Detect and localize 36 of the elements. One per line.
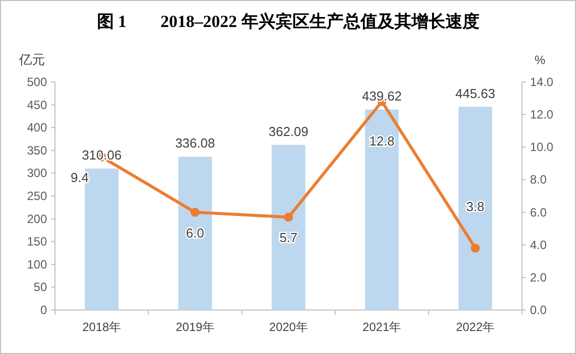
y2-tick-label: 12.0 bbox=[530, 108, 554, 122]
data-label: 12.8 bbox=[369, 134, 395, 149]
y-tick-label: 50 bbox=[34, 280, 48, 294]
x-tick-label: 2018年 bbox=[82, 320, 122, 334]
y-tick-label: 0 bbox=[40, 303, 48, 317]
data-label: 362.09 bbox=[268, 124, 308, 139]
y2-tick-label: 8.0 bbox=[530, 172, 548, 187]
data-label: 5.7 bbox=[279, 230, 298, 246]
y-tick-label: 500 bbox=[26, 75, 48, 89]
data-label: 3.8 bbox=[466, 199, 484, 214]
x-tick-label: 2022年 bbox=[456, 320, 495, 334]
data-label: 445.63 bbox=[455, 86, 496, 101]
y2-tick-label: 14.0 bbox=[530, 75, 554, 89]
data-label: 439.62 bbox=[362, 88, 402, 104]
chart-title: 图 1 2018–2022 年兴宾区生产总值及其增长速度 bbox=[96, 12, 480, 31]
data-label: 6.0 bbox=[186, 225, 204, 240]
y-tick-label: 450 bbox=[26, 98, 48, 112]
x-tick-label: 2021年 bbox=[362, 320, 402, 334]
y-tick-label: 100 bbox=[26, 257, 48, 272]
y2-tick-label: 2.0 bbox=[530, 270, 548, 284]
y-tick-label: 400 bbox=[26, 120, 48, 135]
y2-tick-label: 6.0 bbox=[530, 205, 548, 220]
y-tick-label: 250 bbox=[26, 189, 48, 203]
y-tick-label: 150 bbox=[26, 234, 48, 249]
x-tick-label: 2020年 bbox=[269, 320, 308, 334]
y2-tick-label: 4.0 bbox=[530, 238, 548, 252]
y2-axis-title: % bbox=[534, 53, 546, 67]
data-label: 336.08 bbox=[175, 136, 215, 151]
y2-tick-label: 0.0 bbox=[530, 303, 548, 317]
y-tick-label: 350 bbox=[26, 143, 48, 158]
y2-tick-label: 10.0 bbox=[530, 140, 554, 154]
x-tick-label: 2019年 bbox=[176, 320, 214, 334]
y-tick-label: 200 bbox=[26, 212, 48, 226]
y-axis-title: 亿元 bbox=[18, 52, 45, 67]
y-tick-label: 300 bbox=[26, 166, 48, 180]
data-label: 9.4 bbox=[70, 170, 89, 185]
